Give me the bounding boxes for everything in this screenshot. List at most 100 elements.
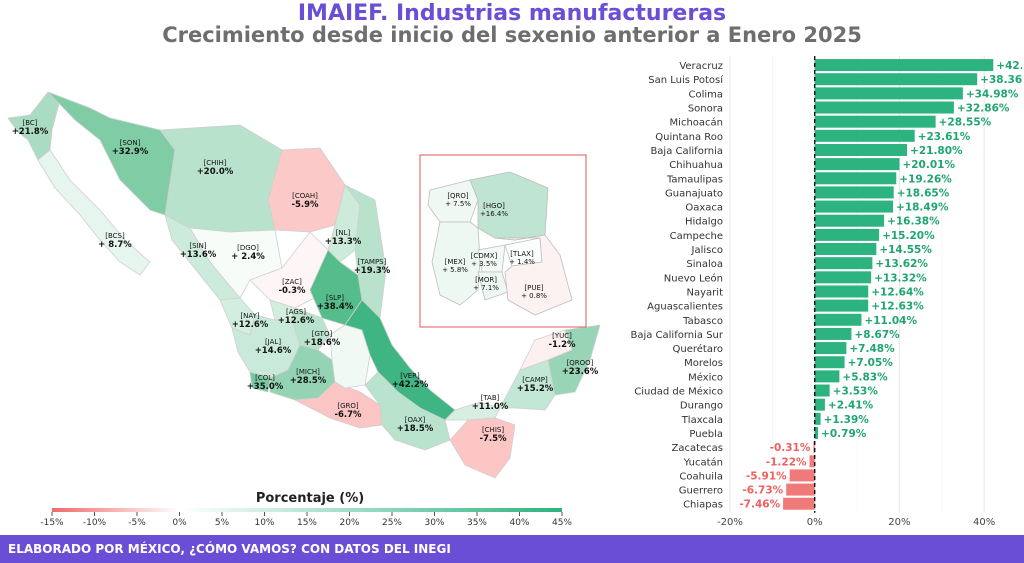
state-shape-coah bbox=[267, 147, 346, 233]
bar-value-label: -1.22% bbox=[766, 456, 807, 468]
map-label-value: +38.4% bbox=[317, 302, 354, 312]
bar bbox=[814, 115, 936, 128]
category-label: Baja California Sur bbox=[630, 330, 723, 341]
bar-value-label: +18.65% bbox=[897, 187, 950, 199]
bar bbox=[814, 87, 963, 100]
legend-tick-label: 25% bbox=[382, 518, 402, 528]
x-tick-label: 40% bbox=[973, 517, 995, 528]
bar bbox=[814, 370, 840, 383]
state-shape-qroo bbox=[547, 324, 600, 396]
category-label: Oaxaca bbox=[685, 203, 723, 214]
bar bbox=[814, 412, 821, 425]
map-label-value: +13.6% bbox=[180, 250, 217, 260]
category-label: Quintana Roo bbox=[655, 132, 723, 143]
map-label-code: [SLP] bbox=[326, 294, 344, 302]
category-label: Jalisco bbox=[691, 245, 723, 256]
state-shape-bcs bbox=[37, 149, 151, 276]
map-label-value: +12.6% bbox=[232, 320, 269, 330]
map-label-code: [MICH] bbox=[296, 368, 320, 376]
map-label-value: -6.7% bbox=[334, 410, 362, 420]
map-label-code: [DGO] bbox=[237, 244, 259, 252]
state-shape-chih bbox=[159, 124, 283, 233]
category-label: Veracruz bbox=[679, 61, 723, 72]
bar-value-label: +28.55% bbox=[939, 117, 992, 129]
bar bbox=[814, 228, 880, 241]
map-label-value: +18.6% bbox=[304, 338, 341, 348]
bar bbox=[814, 426, 819, 439]
category-label: Campeche bbox=[670, 231, 723, 242]
map-label-code: [CAMP] bbox=[522, 376, 548, 384]
map-label-value: +11.0% bbox=[472, 402, 509, 412]
bar-value-label: +0.79% bbox=[821, 428, 867, 440]
category-label: Puebla bbox=[689, 429, 723, 440]
inset-label-code: [QRO] bbox=[447, 192, 469, 200]
inset-label-code: [CDMX] bbox=[471, 252, 498, 260]
chart-subtitle: Crecimiento desde inicio del sexenio ant… bbox=[162, 23, 862, 47]
inset-shape-pue bbox=[494, 234, 573, 316]
category-label: Morelos bbox=[684, 358, 723, 369]
legend-tick-label: -15% bbox=[40, 518, 64, 528]
category-label: Nayarit bbox=[687, 287, 724, 298]
category-label: Durango bbox=[680, 401, 723, 412]
bar-value-label: +3.53% bbox=[833, 386, 879, 398]
state-shape-bc bbox=[7, 91, 61, 161]
bar-value-label: +8.67% bbox=[854, 329, 900, 341]
bar bbox=[789, 469, 815, 482]
map-label-value: -1.2% bbox=[548, 340, 576, 350]
map-label-value: +20.0% bbox=[197, 167, 234, 177]
bar-value-label: +32.86% bbox=[957, 103, 1010, 115]
bar bbox=[814, 158, 900, 171]
mexico-map: [BC]+21.8%[SON]+32.9%[CHIH]+20.0%[COAH]-… bbox=[7, 91, 600, 479]
map-label-code: [GRO] bbox=[337, 402, 359, 410]
bar-value-label: +2.41% bbox=[828, 400, 874, 412]
map-label-code: [SIN] bbox=[189, 242, 206, 250]
bar-value-label: -6.73% bbox=[742, 485, 783, 497]
map-label-value: +19.3% bbox=[354, 266, 391, 276]
chart-title: IMAIEF. Industrias manufactureras bbox=[297, 1, 727, 26]
bar bbox=[814, 101, 954, 114]
map-label-code: [NL] bbox=[336, 229, 351, 237]
bar-value-label: +19.26% bbox=[899, 173, 952, 185]
inset-label-code: [MOR] bbox=[475, 276, 497, 284]
category-label: Sonora bbox=[688, 104, 723, 115]
map-label-code: [BC] bbox=[22, 119, 37, 127]
category-label: Michoacán bbox=[670, 117, 723, 129]
x-tick-label: 20% bbox=[888, 517, 910, 528]
bar-value-label: +34.98% bbox=[966, 88, 1019, 100]
legend-tick-label: 40% bbox=[509, 518, 529, 528]
bar-value-label: +7.05% bbox=[848, 357, 894, 369]
map-label-value: +13.3% bbox=[325, 237, 362, 247]
map-label-value: +15.2% bbox=[517, 384, 554, 394]
category-label: Tamaulipas bbox=[666, 174, 723, 185]
category-label: Aguascalientes bbox=[647, 302, 723, 313]
bar bbox=[814, 257, 873, 270]
bar-value-label: +11.04% bbox=[864, 315, 917, 327]
inset-shape-mex bbox=[431, 221, 481, 306]
category-label: Yucatán bbox=[683, 456, 723, 468]
category-label: Sinaloa bbox=[686, 259, 723, 270]
legend-title: Porcentaje (%) bbox=[256, 491, 364, 506]
legend-tick-label: 0% bbox=[172, 518, 187, 528]
map-label-code: [COAH] bbox=[292, 192, 318, 200]
bar bbox=[814, 214, 885, 227]
category-label: Hidalgo bbox=[685, 217, 723, 228]
map-label-code: [BCS] bbox=[105, 232, 125, 240]
inset-label-code: [PUE] bbox=[524, 284, 543, 292]
bar-value-label: +13.32% bbox=[874, 272, 927, 284]
inset-label-value: + 7.5% bbox=[445, 200, 471, 208]
bar bbox=[809, 455, 815, 468]
map-label-code: [JAL] bbox=[265, 338, 281, 346]
category-label: Nuevo León bbox=[664, 272, 723, 284]
category-label: Baja California bbox=[650, 146, 723, 157]
bar bbox=[814, 271, 872, 284]
color-legend: Porcentaje (%) -15% -10% -5% 0% 5% 10% 15% 20% 2… bbox=[40, 491, 572, 528]
bar bbox=[814, 143, 908, 156]
map-label-value: +18.5% bbox=[397, 424, 434, 434]
bar-value-label: +15.20% bbox=[882, 230, 935, 242]
map-label-value: -5.9% bbox=[291, 200, 319, 210]
bar bbox=[814, 327, 852, 340]
map-label-value: +14.6% bbox=[255, 346, 292, 356]
legend-tick-label: 45% bbox=[552, 518, 572, 528]
footer-credit: ELABORADO POR MÉXICO, ¿CÓMO VAMOS? CON D… bbox=[0, 535, 1024, 563]
category-label: Tabasco bbox=[682, 316, 723, 327]
